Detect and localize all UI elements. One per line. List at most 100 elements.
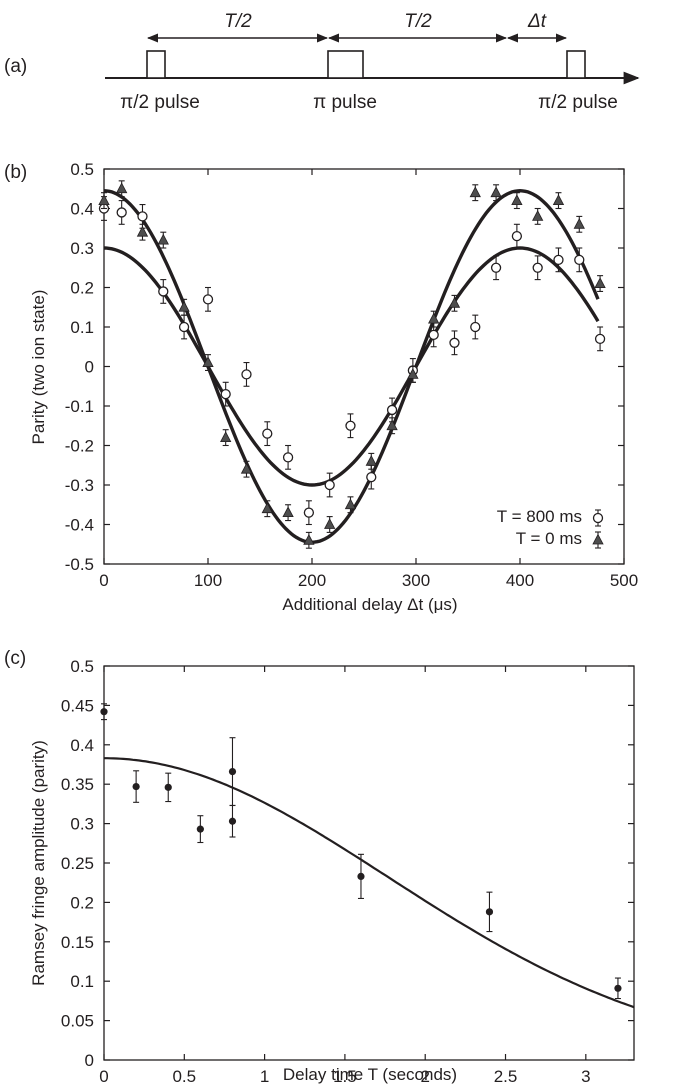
y-tick-label: 0.4 [70,736,94,755]
pulse-label-1: π/2 pulse [120,92,200,113]
panel-c-label: (c) [4,648,26,669]
y-tick-label: -0.1 [65,397,94,416]
triangle-point [511,194,523,205]
y-tick-label: 0.15 [61,933,94,952]
triangle-point [240,462,253,474]
data-point [357,872,365,880]
x-tick-label: 2 [420,1067,429,1086]
triangle-point [428,312,440,324]
circle-point [282,452,294,463]
chart-b-frame [103,168,625,565]
legend-label-t800: T = 800 ms [497,507,582,526]
pulse-label-3: π/2 pulse [538,92,618,113]
triangle-point [202,356,214,367]
x-tick-label: 0 [99,571,108,590]
interval-label-1: T/2 [224,11,252,32]
triangle-point [490,186,502,198]
circle-point [137,211,148,222]
legend-label-t0: T = 0 ms [516,529,582,548]
circle-point [220,388,231,400]
x-tick-label: 1.5 [333,1067,357,1086]
x-tick-label: 400 [506,571,534,590]
gaussian-decay-fit-curve [104,757,635,1009]
triangle-point [386,419,398,431]
chart-b-x-axis: 0 100 200 300 400 500 [99,169,638,590]
chart-b: (b) -0.5 -0.4 -0.3 -0.2 -0.1 0 0.1 0.2 0.3 0.4 0.5… [4,160,638,614]
y-tick-label: 0.2 [70,893,94,912]
fit-curve-0 [103,246,600,487]
data-point [164,783,172,791]
chart-b-x-axis-label: Additional delay Δt (μs) [282,595,457,614]
circle-point [366,471,377,483]
chart-b-fit-curves [103,188,600,545]
x-tick-label: 3 [581,1067,590,1086]
triangle-point [344,498,357,510]
triangle-point [324,518,336,529]
circle-point [116,207,127,218]
triangle-point [407,368,419,379]
y-tick-label: 0.3 [70,239,94,258]
circle-point [511,230,523,242]
triangle-point [594,277,606,288]
pulse-box-2 [327,50,364,79]
y-tick-label: 0 [85,358,94,377]
chart-c: (c) 0 0.05 0.1 0.15 0.2 0.25 0.3 0.35 0.4 0.45 0.5… [4,648,635,1086]
triangle-point [220,431,232,442]
circle-point [345,420,356,431]
triangle-point [469,186,481,198]
circle-point [574,254,585,266]
triangle-point [552,194,565,205]
y-tick-label: 0.05 [61,1012,94,1031]
y-tick-label: -0.3 [65,476,94,495]
triangle-point [261,502,273,514]
fit-curve-1 [103,188,600,545]
circle-point [386,404,398,416]
circle-point [262,428,273,439]
triangle-point [116,182,128,194]
triangle-point [448,296,461,308]
data-point [614,984,622,992]
chart-c-x-axis: 0 0.5 1 1.5 2 2.5 3 [99,666,591,1086]
y-tick-label: 0.25 [61,854,94,873]
y-tick-label: 0.35 [61,775,94,794]
y-tick-label: -0.2 [65,437,94,456]
triangle-point [573,217,585,229]
chart-c-y-axis-label: Ramsey fringe amplitude (parity) [29,740,48,986]
y-tick-label: -0.4 [65,516,94,535]
y-tick-label: 0.45 [61,696,94,715]
chart-c-x-axis-label: Delay time T (seconds) [283,1065,457,1084]
legend-marker-circle [592,512,604,524]
chart-b-legend: T = 800 ms T = 0 ms [497,507,604,549]
y-tick-label: 0.1 [70,318,94,337]
y-tick-label: 0 [85,1051,94,1070]
circle-point [428,329,439,341]
data-point [100,708,108,716]
chart-c-frame [103,665,635,1061]
y-tick-label: 0.5 [70,160,94,179]
data-point [485,908,494,916]
y-tick-label: 0.1 [70,972,94,991]
circle-point [553,254,564,266]
panel-b-label: (b) [4,162,27,183]
triangle-point [136,225,149,237]
circle-point [324,479,335,491]
triangle-point [157,233,169,245]
interval-label-3: Δt [527,11,547,32]
triangle-point [178,300,190,312]
x-tick-label: 300 [402,571,430,590]
circle-point [532,262,543,273]
circle-point [158,286,169,297]
x-tick-label: 0.5 [172,1067,196,1086]
data-point [196,825,204,833]
y-tick-label: -0.5 [65,555,94,574]
data-point [228,817,237,825]
triangle-point [532,210,544,221]
data-point [132,782,140,791]
chart-c-data-points [100,703,622,1000]
circle-point [202,294,214,305]
interval-label-2: T/2 [404,11,432,32]
x-tick-label: 200 [298,571,326,590]
panel-a-label: (a) [4,56,27,77]
chart-b-data-points [98,180,606,549]
